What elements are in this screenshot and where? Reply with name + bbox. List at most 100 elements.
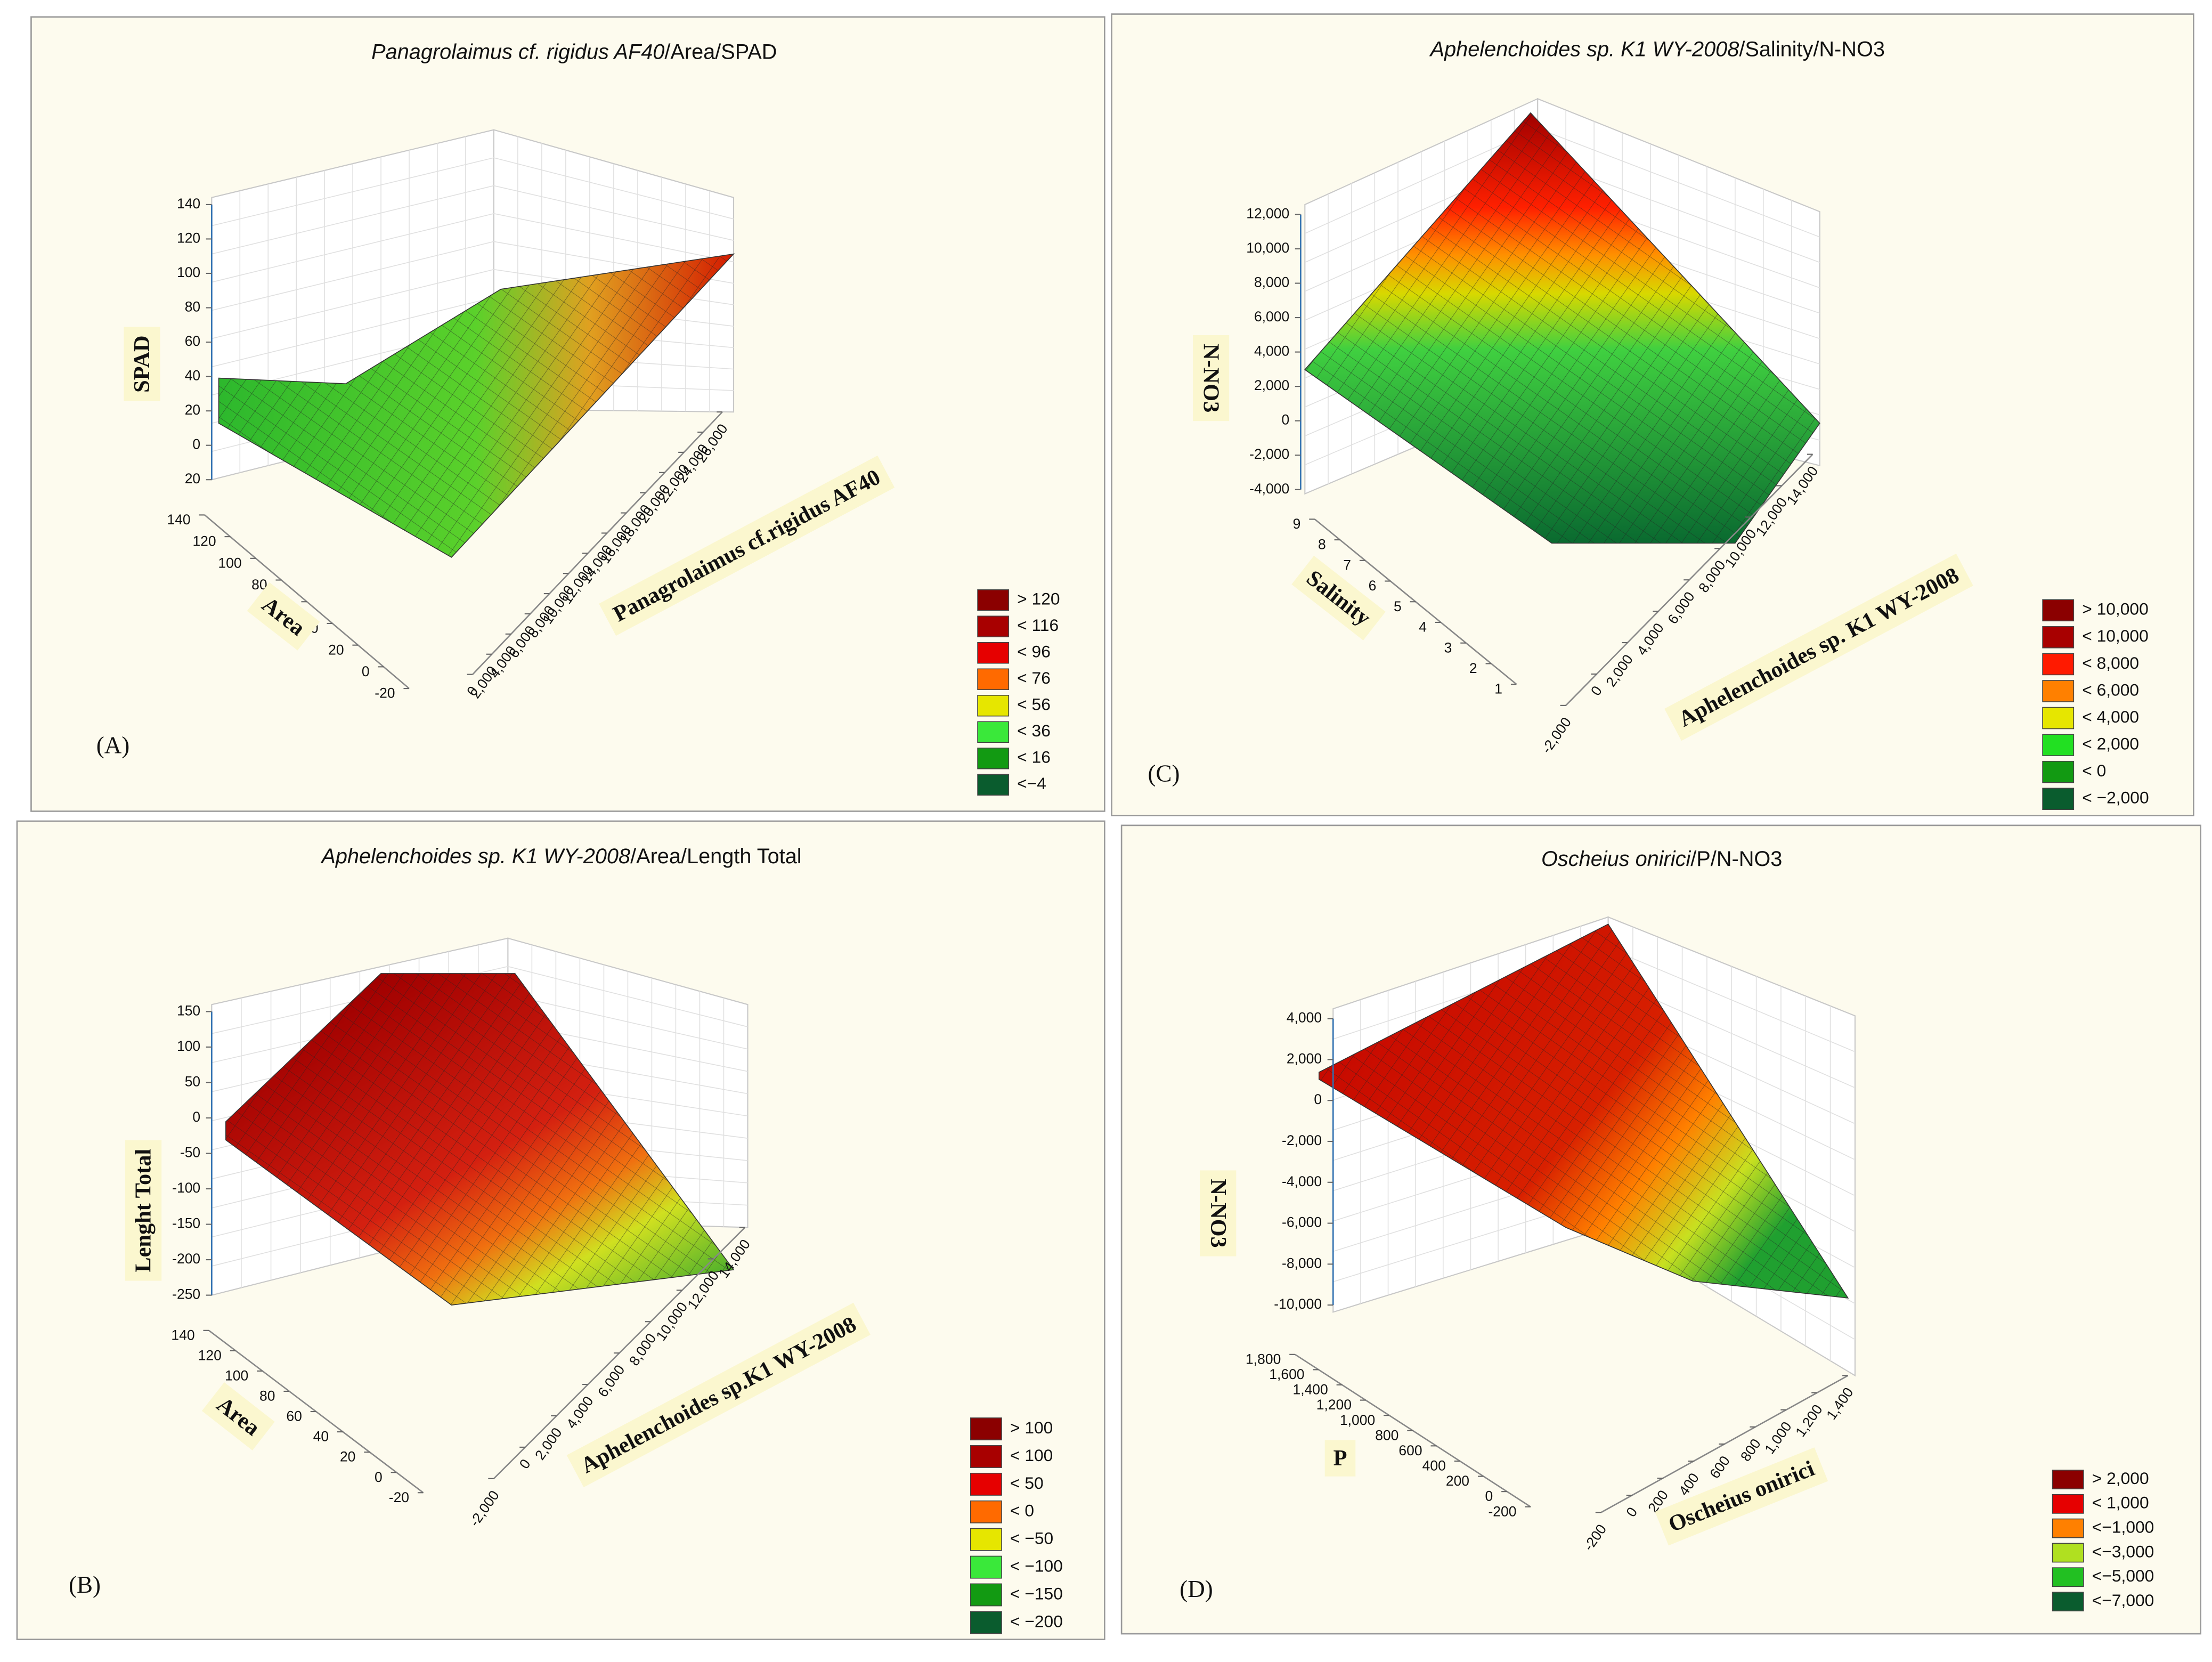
- z-axis-title-text: N-NO3: [1206, 1179, 1231, 1247]
- z-tick-label: 100: [177, 1038, 200, 1054]
- y-tick-label: 140: [171, 1327, 194, 1343]
- z-tick-label: 0: [1314, 1091, 1322, 1107]
- legend-label: < 6,000: [2082, 680, 2139, 699]
- legend-swatch: [2042, 788, 2075, 810]
- legend-label: <−5,000: [2092, 1566, 2154, 1585]
- y-tick-label: -200: [1488, 1503, 1516, 1519]
- title-variables: /P/N-NO3: [1690, 848, 1782, 871]
- z-axis-title: SPAD: [124, 327, 160, 401]
- z-tick-label: 4,000: [1254, 343, 1289, 359]
- legend-swatch: [977, 774, 1010, 796]
- legend-swatch: [977, 668, 1010, 690]
- z-axis-title: N-NO3: [1192, 335, 1230, 421]
- y-tick-label: 1: [1494, 681, 1502, 697]
- x-axis-title-box: [599, 455, 895, 636]
- legend-label: < 0: [1010, 1501, 1034, 1520]
- surface-mesh: [218, 254, 734, 557]
- legend-label: < 50: [1010, 1473, 1044, 1493]
- y-tick-label: 9: [1293, 516, 1301, 532]
- y-tick-label: 20: [340, 1449, 355, 1465]
- z-axis-title: N-NO3: [1200, 1170, 1237, 1256]
- legend-label: < 4,000: [2082, 707, 2139, 726]
- z-axis-title-text: N-NO3: [1199, 344, 1224, 412]
- legend-label: > 100: [1010, 1418, 1053, 1437]
- chart-title: Oscheius onirici/P/N-NO3: [1541, 848, 1782, 871]
- legend-swatch: [977, 615, 1010, 637]
- z-tick-label: 0: [192, 436, 200, 452]
- z-tick-label: -4,000: [1282, 1173, 1322, 1189]
- surface-mesh: [225, 973, 734, 1306]
- z-axis-title-box: [1192, 335, 1230, 421]
- legend-label: <−7,000: [2092, 1591, 2154, 1610]
- z-tick-label: 60: [185, 333, 200, 349]
- legend-swatch: [970, 1500, 1002, 1523]
- z-tick-label: 140: [177, 196, 200, 212]
- chart-title: Panagrolaimus cf. rigidus AF40/Area/SPAD: [371, 40, 777, 64]
- z-tick-label: 12,000: [1246, 205, 1289, 221]
- title-variables: /Area/Length Total: [630, 845, 802, 868]
- y-tick-label: 100: [218, 555, 241, 571]
- legend-label: < −2,000: [2082, 788, 2149, 807]
- surface-mesh: [1319, 924, 1848, 1298]
- z-tick-label: 10,000: [1246, 240, 1289, 256]
- legend-swatch: [2042, 760, 2075, 783]
- panel-label: (C): [1148, 760, 1180, 787]
- y-axis-title-box: [1324, 1440, 1356, 1477]
- z-tick-label: 20: [185, 402, 200, 418]
- legend-swatch: [970, 1445, 1002, 1468]
- legend-swatch: [2052, 1592, 2084, 1611]
- z-axis-title: Lenght Total: [125, 1140, 162, 1281]
- legend-swatch: [977, 642, 1010, 664]
- panel-label: (A): [96, 732, 129, 759]
- panel-label: (B): [69, 1571, 101, 1598]
- y-tick-label: 100: [225, 1368, 248, 1384]
- z-tick-label: -2,000: [1249, 446, 1289, 462]
- y-axis-title-box: [1291, 555, 1386, 641]
- z-tick-label: 100: [177, 264, 200, 280]
- legend-label: < 56: [1017, 695, 1051, 714]
- y-tick-label: 400: [1422, 1458, 1446, 1474]
- legend-swatch: [2052, 1518, 2084, 1538]
- y-axis-title-box: [247, 582, 320, 651]
- y-tick-label: 2: [1469, 660, 1477, 676]
- z-tick-label: 150: [177, 1002, 200, 1018]
- x-axis-title-box: [566, 1302, 871, 1488]
- z-tick-label: 2,000: [1254, 377, 1289, 393]
- legend-label: <−3,000: [2092, 1542, 2154, 1561]
- z-tick-label: 0: [192, 1109, 200, 1125]
- y-tick-label: 1,800: [1246, 1351, 1281, 1367]
- z-tick-label: 4,000: [1287, 1010, 1322, 1026]
- legend-label: < 76: [1017, 668, 1051, 687]
- z-axis-title-text: SPAD: [129, 335, 154, 392]
- z-tick-label: 50: [185, 1073, 200, 1089]
- panel-label: (D): [1180, 1576, 1213, 1602]
- y-tick-label: 7: [1343, 557, 1351, 573]
- z-tick-label: -2,000: [1282, 1132, 1322, 1148]
- legend-label: < 116: [1017, 615, 1059, 635]
- y-tick-label: 60: [286, 1408, 302, 1424]
- legend-swatch: [970, 1472, 1002, 1496]
- legend-swatch: [977, 748, 1010, 769]
- x-axis-title-box: [1664, 553, 1973, 741]
- legend-swatch: [2052, 1494, 2084, 1514]
- wall-grid: [212, 185, 734, 255]
- y-tick-label: 120: [192, 533, 216, 549]
- y-tick-label: 1,000: [1340, 1412, 1375, 1428]
- z-tick-label: -200: [172, 1251, 200, 1267]
- y-tick-label: -20: [389, 1489, 409, 1505]
- legend-swatch: [2052, 1470, 2084, 1489]
- y-tick-label: 8: [1318, 537, 1326, 553]
- y-tick-label: 5: [1394, 598, 1402, 614]
- z-axis-title-box: [125, 1140, 162, 1281]
- wall-grid: [212, 157, 734, 226]
- y-tick-label: 1,600: [1269, 1366, 1304, 1382]
- legend-swatch: [2052, 1567, 2084, 1587]
- y-axis-title: P: [1324, 1440, 1356, 1477]
- legend-label: <−4: [1017, 774, 1046, 793]
- z-axis-title-box: [1200, 1170, 1237, 1256]
- z-tick-label: 6,000: [1254, 309, 1289, 325]
- z-tick-label: 0: [1281, 412, 1289, 428]
- chart-title: Aphelenchoides sp. K1 WY-2008/Area/Lengt…: [320, 845, 801, 868]
- legend-swatch: [2042, 626, 2075, 648]
